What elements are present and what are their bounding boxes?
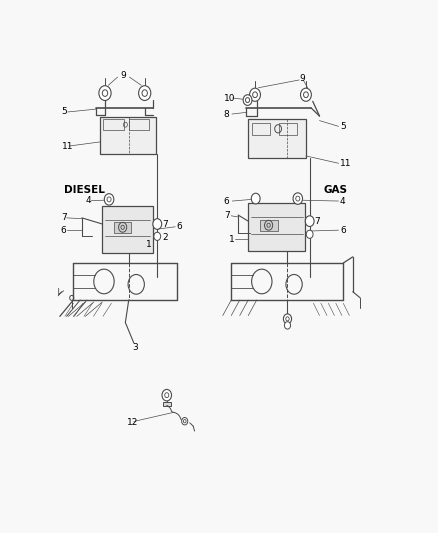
Text: GAS: GAS xyxy=(324,185,348,195)
Bar xyxy=(248,119,306,158)
Bar xyxy=(100,117,156,154)
Bar xyxy=(248,204,305,251)
Text: 6: 6 xyxy=(61,225,67,235)
Circle shape xyxy=(250,88,261,101)
Text: 1: 1 xyxy=(146,240,152,249)
Text: 9: 9 xyxy=(299,74,305,83)
Bar xyxy=(102,206,153,253)
Bar xyxy=(103,119,124,130)
Bar xyxy=(260,220,278,231)
Text: DIESEL: DIESEL xyxy=(64,185,105,195)
Bar xyxy=(129,119,149,130)
Circle shape xyxy=(162,390,172,401)
Text: 11: 11 xyxy=(61,142,73,150)
Text: 6: 6 xyxy=(340,225,346,235)
Text: 2: 2 xyxy=(162,232,168,241)
Circle shape xyxy=(293,193,303,204)
Circle shape xyxy=(300,88,311,101)
Circle shape xyxy=(154,232,161,240)
Circle shape xyxy=(284,322,290,329)
Bar xyxy=(251,123,270,134)
Text: 5: 5 xyxy=(340,122,346,131)
Circle shape xyxy=(104,193,114,205)
Circle shape xyxy=(306,230,313,238)
Text: 7: 7 xyxy=(314,217,319,227)
Bar xyxy=(114,222,131,233)
Circle shape xyxy=(99,86,111,101)
Text: 1: 1 xyxy=(229,235,234,244)
Text: 8: 8 xyxy=(224,109,230,118)
Circle shape xyxy=(153,219,162,229)
Text: 10: 10 xyxy=(224,93,235,102)
Text: 9: 9 xyxy=(120,70,126,79)
Circle shape xyxy=(138,86,151,101)
Text: 12: 12 xyxy=(127,418,138,427)
Text: 6: 6 xyxy=(224,197,230,206)
Circle shape xyxy=(243,95,252,106)
Circle shape xyxy=(283,314,292,324)
Text: 3: 3 xyxy=(132,343,138,352)
Text: 7: 7 xyxy=(162,220,168,229)
Text: 7: 7 xyxy=(224,211,230,220)
Circle shape xyxy=(305,216,314,227)
Text: 4: 4 xyxy=(85,196,91,205)
Bar xyxy=(279,123,297,134)
Text: 7: 7 xyxy=(61,213,67,222)
Circle shape xyxy=(182,417,188,425)
Text: 6: 6 xyxy=(176,222,182,231)
Text: 4: 4 xyxy=(340,197,346,206)
Text: 11: 11 xyxy=(340,159,351,168)
Text: 5: 5 xyxy=(61,108,67,117)
Circle shape xyxy=(251,193,260,204)
Bar xyxy=(162,402,171,406)
